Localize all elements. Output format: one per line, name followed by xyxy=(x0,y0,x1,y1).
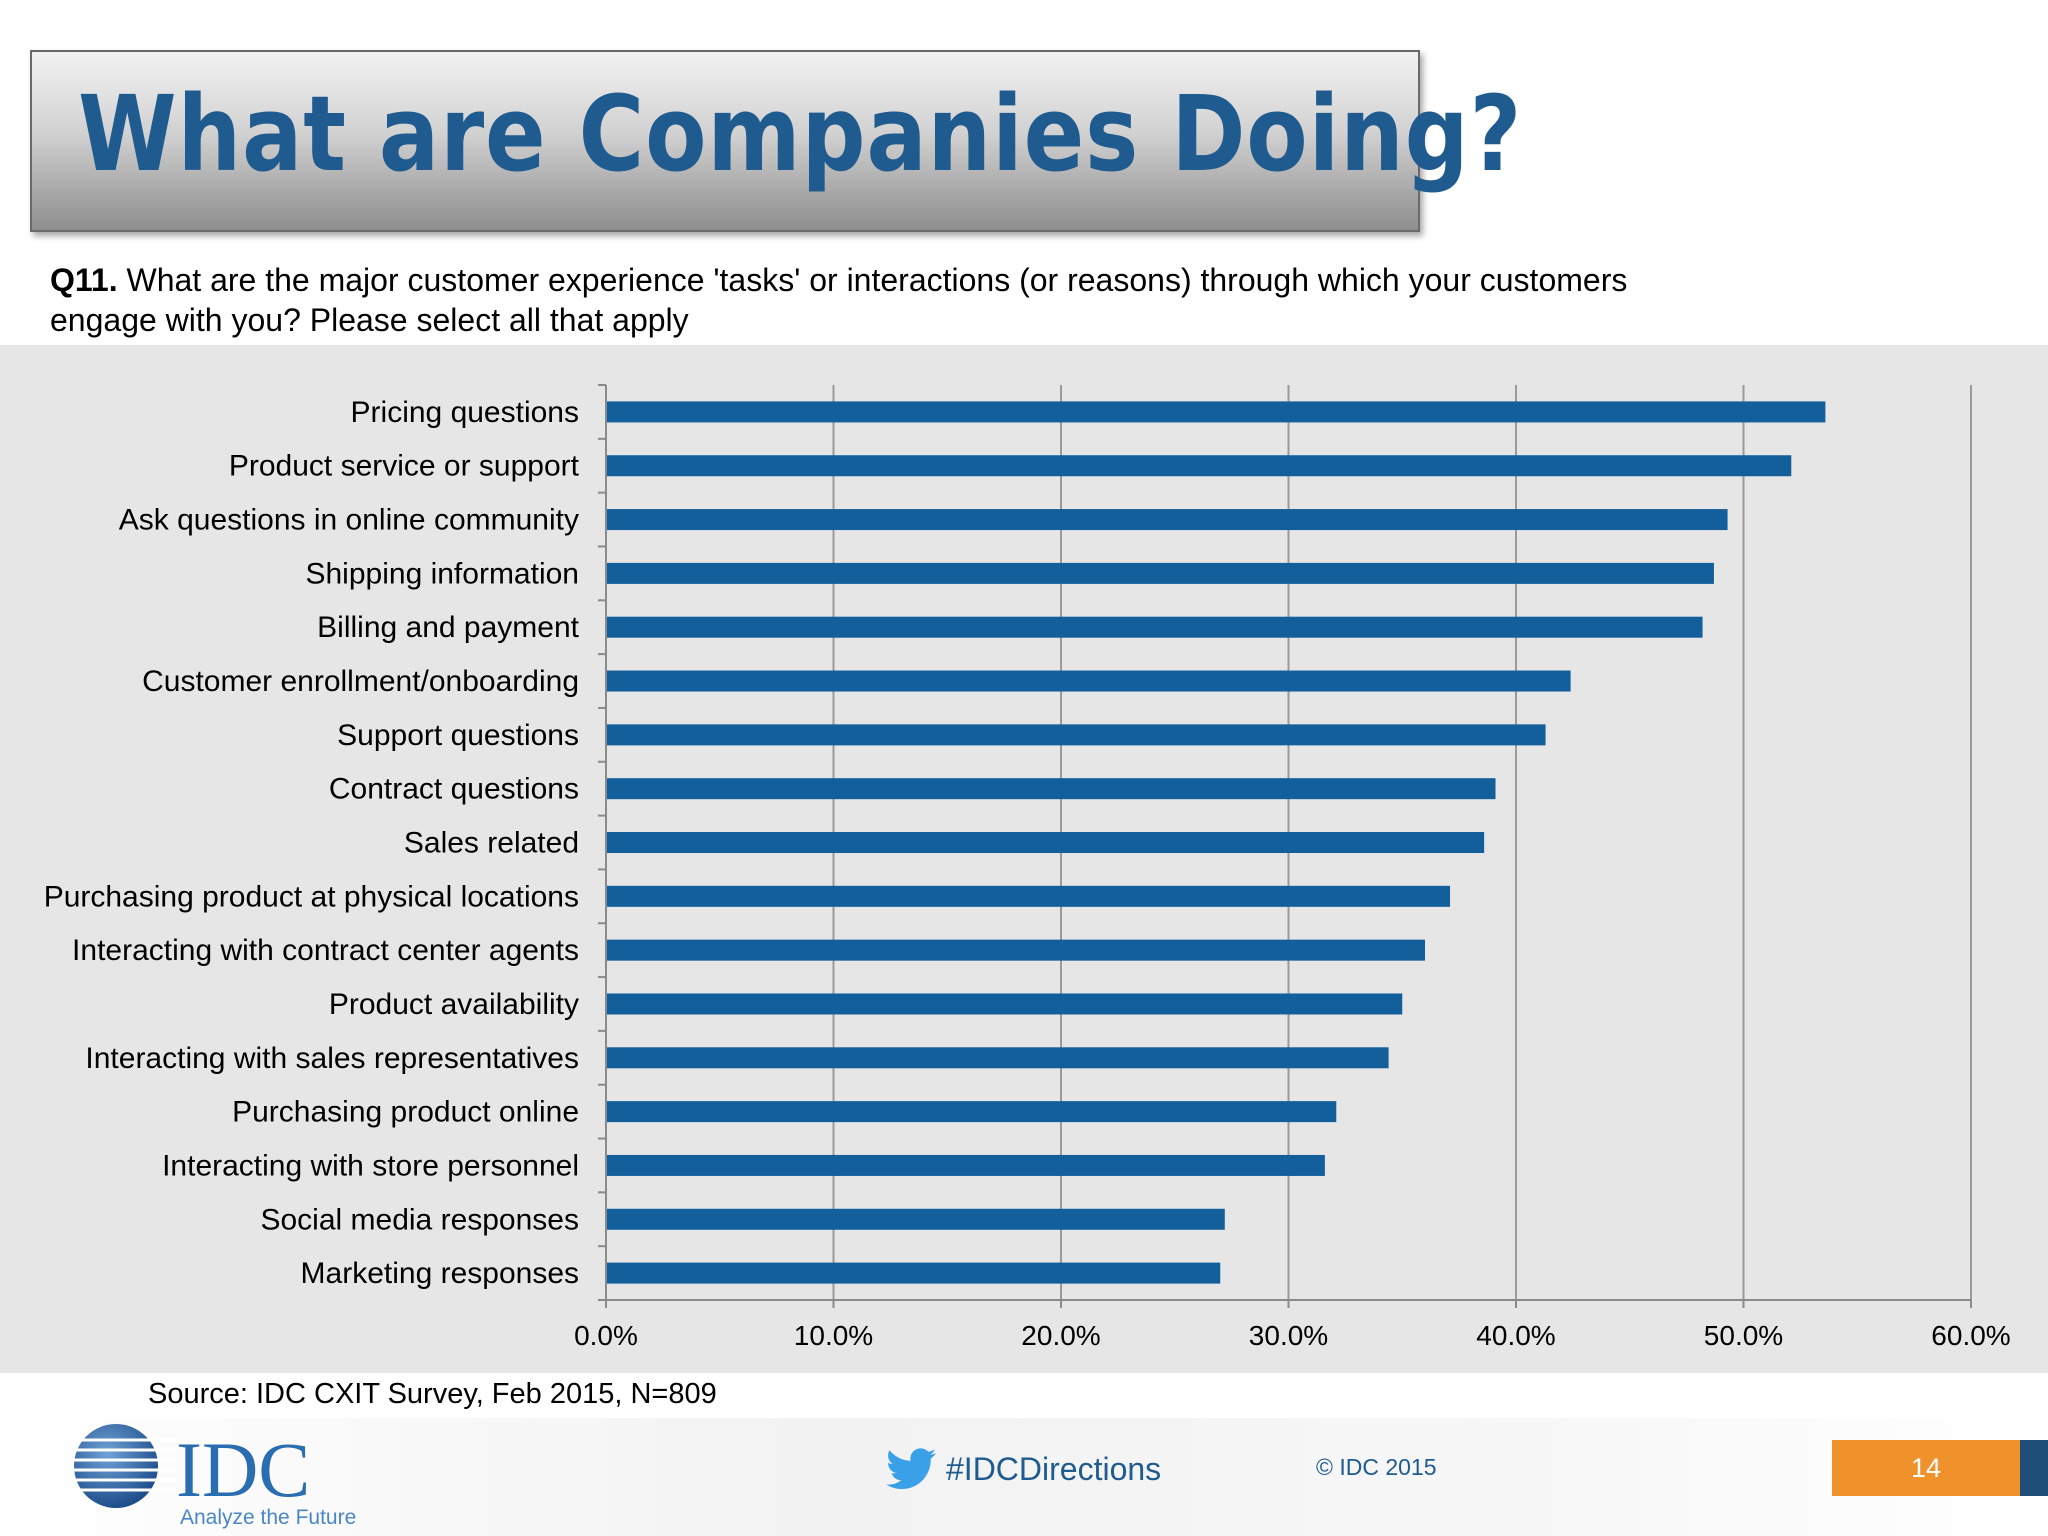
question-text: What are the major customer experience '… xyxy=(50,262,1628,338)
category-label: Purchasing product at physical locations xyxy=(44,880,579,913)
hashtag-text: #IDCDirections xyxy=(946,1450,1162,1487)
bar xyxy=(607,1208,1225,1230)
bar xyxy=(607,670,1571,692)
bar xyxy=(607,1154,1325,1176)
category-label: Shipping information xyxy=(305,557,579,590)
category-label: Interacting with contract center agents xyxy=(72,934,579,967)
slide-title: What are Companies Doing? xyxy=(78,73,1523,195)
bar xyxy=(607,885,1451,907)
bar-chart: 0.0% 10.0% 20.0% 30.0% 40.0% 50.0% 60.0% Pricin… xyxy=(44,384,2011,1351)
bar xyxy=(607,562,1714,584)
question-label: Q11. xyxy=(50,262,118,298)
x-tick-label: 10.0% xyxy=(794,1320,873,1351)
bar xyxy=(607,832,1485,853)
chart-panel: 0.0% 10.0% 20.0% 30.0% 40.0% 50.0% 60.0% Pricin… xyxy=(0,345,2048,1373)
page-edge-accent xyxy=(2020,1440,2048,1496)
category-label: Social media responses xyxy=(260,1203,579,1236)
bar xyxy=(607,401,1826,423)
bar xyxy=(607,1262,1221,1284)
x-tick-label: 60.0% xyxy=(1931,1320,2010,1351)
bar xyxy=(607,1101,1337,1123)
globe-icon xyxy=(74,1424,158,1508)
x-tick-label: 50.0% xyxy=(1704,1320,1783,1351)
category-label: Product availability xyxy=(329,988,579,1021)
hashtag-link[interactable]: #IDCDirections xyxy=(886,1444,1161,1494)
x-tick-label: 40.0% xyxy=(1476,1320,1555,1351)
category-label: Pricing questions xyxy=(351,396,579,429)
x-tick-label: 20.0% xyxy=(1021,1320,1100,1351)
twitter-bird-icon xyxy=(886,1448,936,1489)
bar xyxy=(607,509,1728,531)
category-label: Contract questions xyxy=(329,773,579,806)
bar xyxy=(607,778,1496,800)
survey-question: Q11. What are the major customer experie… xyxy=(50,260,1650,340)
category-label: Product service or support xyxy=(229,450,580,483)
category-label: Billing and payment xyxy=(317,611,579,644)
bar xyxy=(607,455,1792,477)
logo-tagline: Analyze the Future xyxy=(180,1506,356,1529)
source-note: Source: IDC CXIT Survey, Feb 2015, N=809 xyxy=(148,1378,717,1410)
category-label: Ask questions in online community xyxy=(119,504,579,537)
category-label: Customer enrollment/onboarding xyxy=(142,665,579,698)
bar xyxy=(607,724,1546,746)
x-tick-label: 0.0% xyxy=(574,1320,638,1351)
bar xyxy=(607,939,1425,961)
category-label: Marketing responses xyxy=(301,1257,579,1290)
title-banner: What are Companies Doing? xyxy=(30,50,1521,232)
bar xyxy=(607,1047,1389,1069)
category-label: Interacting with sales representatives xyxy=(85,1042,579,1075)
idc-logo: IDC Analyze the Future xyxy=(58,1424,356,1529)
category-label: Interacting with store personnel xyxy=(162,1149,579,1182)
category-label: Sales related xyxy=(404,827,579,860)
category-label: Support questions xyxy=(337,719,579,752)
x-tick-label: 30.0% xyxy=(1249,1320,1328,1351)
copyright: © IDC 2015 xyxy=(1316,1454,1437,1480)
footer-band xyxy=(0,1418,2048,1536)
bar xyxy=(607,616,1703,638)
category-label: Purchasing product online xyxy=(232,1096,579,1129)
page-number: 14 xyxy=(1832,1440,2020,1496)
bar xyxy=(607,993,1403,1015)
logo-wordmark: IDC xyxy=(176,1426,310,1513)
